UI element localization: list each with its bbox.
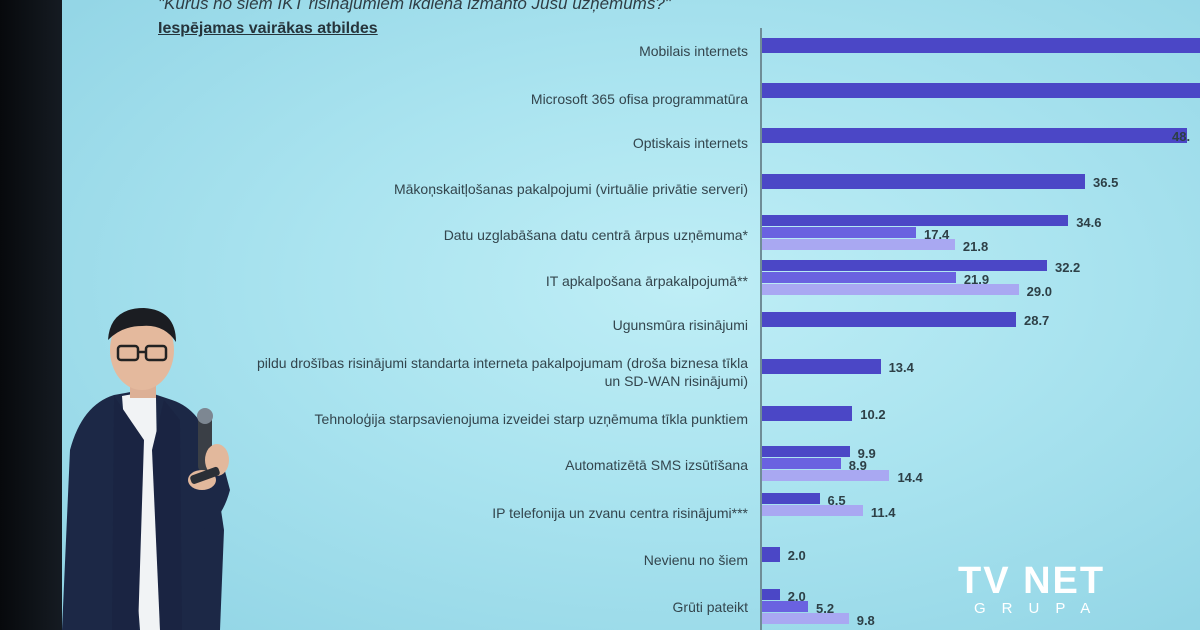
bar <box>762 406 853 421</box>
category-label: Mākoņskaitļošanas pakalpojumi (virtuālie… <box>393 181 748 197</box>
value-label: 36.5 <box>1093 175 1119 190</box>
slide-note: Iespējamas vairākas atbildes <box>158 20 378 37</box>
dark-background <box>0 0 62 630</box>
bar <box>762 272 956 283</box>
chart-axis <box>760 28 762 630</box>
bar <box>762 547 780 562</box>
tvnet-logo: TV NET GRUPA <box>958 560 1178 622</box>
value-label: 21.8 <box>962 239 989 254</box>
value-label: 13.4 <box>888 360 914 375</box>
value-label: 29.0 <box>1026 284 1052 299</box>
value-label: 2.0 <box>787 548 806 563</box>
bar <box>762 128 1187 143</box>
value-label: 11.4 <box>870 505 896 520</box>
category-label: Nevienu no šiem <box>643 552 748 568</box>
bar <box>762 446 850 457</box>
slide-question: "Kurus no šiem IKT risinājumiem ikdienā … <box>158 0 671 13</box>
value-label: 2.0 <box>787 589 806 604</box>
value-label: 17.4 <box>923 227 950 242</box>
category-label: Microsoft 365 ofisa programmatūra <box>530 91 748 107</box>
bar <box>762 284 1019 295</box>
bar <box>762 458 841 469</box>
category-label: Ugunsmūra risinājumi <box>612 317 748 333</box>
value-label: 48. <box>1172 129 1191 144</box>
bar <box>762 312 1016 327</box>
value-label: 10.2 <box>860 407 886 422</box>
value-label: 32.2 <box>1054 260 1081 275</box>
bar <box>762 589 780 600</box>
bar <box>762 505 863 516</box>
value-label: 9.8 <box>856 613 875 628</box>
category-label: Tehnoloģija starpsavienojuma izveidei st… <box>314 411 748 427</box>
bar <box>762 601 809 612</box>
category-label: IT apkalpošana ārpakalpojumā** <box>545 273 748 289</box>
bar <box>762 613 849 624</box>
category-label: un SD-WAN risinājumi) <box>604 373 748 389</box>
value-label: 21.9 <box>963 272 990 287</box>
value-label: 6.5 <box>827 493 846 508</box>
logo-subtext: GRUPA <box>974 600 1107 617</box>
bar <box>762 260 1047 271</box>
category-label: Optiskais internets <box>632 135 748 151</box>
category-label: Grūti pateikt <box>672 599 748 615</box>
presenter-photo <box>62 308 230 630</box>
value-label: 5.2 <box>816 601 835 616</box>
bar <box>762 83 1200 98</box>
category-label: Mobilais internets <box>639 43 748 59</box>
bar <box>762 38 1200 53</box>
bar <box>762 493 820 504</box>
category-label: Datu uzglabāšana datu centrā ārpus uzņēm… <box>443 227 748 243</box>
category-label: pildu drošības risinājumi standarta inte… <box>256 355 748 371</box>
bar <box>762 470 890 481</box>
bar <box>762 174 1086 189</box>
value-label: 9.9 <box>857 446 876 461</box>
value-label: 14.4 <box>897 470 923 485</box>
value-label: 34.6 <box>1076 215 1102 230</box>
value-label: 8.9 <box>848 458 867 473</box>
bar <box>762 227 916 238</box>
logo-text: TV NET <box>958 560 1106 602</box>
value-label: 28.7 <box>1023 313 1050 328</box>
bar <box>762 359 881 374</box>
bar <box>762 239 955 250</box>
category-label: IP telefonija un zvanu centra risinājumi… <box>492 505 748 521</box>
bar <box>762 215 1069 226</box>
category-label: Automatizētā SMS izsūtīšana <box>565 457 748 473</box>
